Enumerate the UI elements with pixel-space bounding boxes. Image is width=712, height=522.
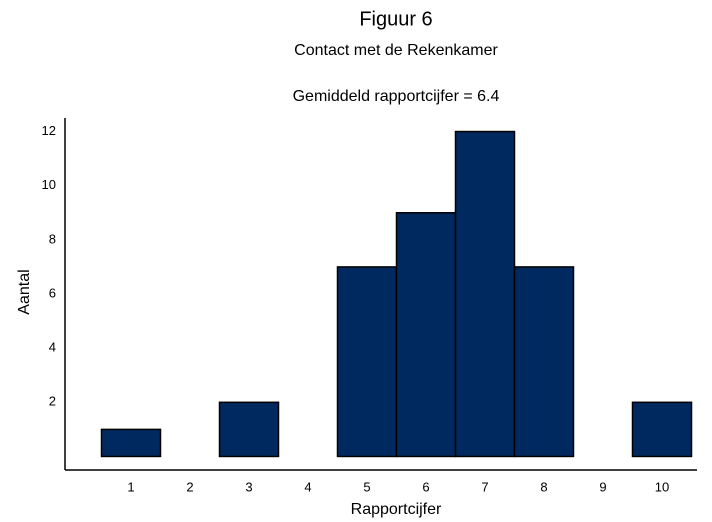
- bar: [218, 401, 280, 458]
- bar: [513, 266, 575, 458]
- annotation: Gemiddeld rapportcijfer = 6.4: [293, 88, 500, 105]
- x-tick-label: 3: [245, 479, 252, 494]
- y-tick-label: 12: [42, 123, 56, 138]
- chart-subtitle: Contact met de Rekenkamer: [294, 42, 498, 59]
- x-tick-label: 2: [186, 479, 193, 494]
- y-tick-label: 4: [49, 340, 56, 355]
- bar: [454, 130, 516, 458]
- y-tick-label: 2: [49, 394, 56, 409]
- x-tick-label: 10: [655, 479, 669, 494]
- y-tick-label: 6: [49, 285, 56, 300]
- x-tick-label: 1: [127, 479, 134, 494]
- x-tick-label: 8: [540, 479, 547, 494]
- chart-title: Figuur 6: [359, 8, 432, 30]
- y-tick-label: 10: [42, 177, 56, 192]
- y-tick-label: 8: [49, 231, 56, 246]
- bar: [336, 266, 398, 458]
- y-axis-label: Aantal: [16, 269, 33, 314]
- bar: [395, 212, 457, 458]
- x-tick-label: 5: [363, 479, 370, 494]
- bar: [100, 428, 162, 458]
- x-tick-label: 7: [481, 479, 488, 494]
- x-tick-label: 6: [422, 479, 429, 494]
- x-tick-label: 4: [304, 479, 311, 494]
- bar: [631, 401, 693, 458]
- x-tick-label: 9: [599, 479, 606, 494]
- x-axis-label: Rapportcijfer: [351, 501, 442, 518]
